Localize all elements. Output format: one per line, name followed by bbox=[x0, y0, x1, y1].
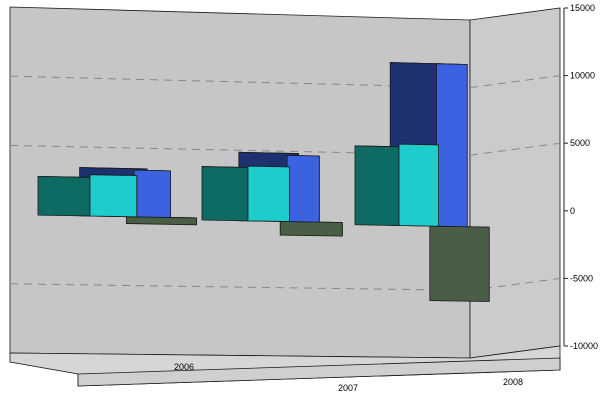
bar-2006-s3-front-face bbox=[133, 169, 172, 218]
bar-2008-s4-face bbox=[429, 225, 490, 302]
y-tick-label-2: 5000 bbox=[570, 138, 590, 148]
x-tick-label-2007: 2007 bbox=[338, 383, 358, 393]
y-tick-label-1: 10000 bbox=[570, 71, 595, 81]
bar-2008-s1-face bbox=[354, 145, 400, 226]
bar-2006-s1-face bbox=[37, 175, 91, 217]
y-tick-label-3: 0 bbox=[570, 206, 575, 216]
bar-2008-s2-face bbox=[398, 143, 440, 227]
y-tick-label-0: 15000 bbox=[570, 3, 595, 13]
side-wall bbox=[469, 7, 561, 359]
y-tick-label-5: -10000 bbox=[570, 341, 598, 351]
bar-2006-s4-face bbox=[126, 216, 198, 226]
bar-2007-s2-face bbox=[247, 165, 290, 222]
x-tick-label-2008: 2008 bbox=[503, 377, 523, 387]
floor-front-edge bbox=[77, 357, 561, 387]
bar-2007-s1-face bbox=[201, 166, 249, 222]
gridline-2 bbox=[9, 283, 471, 291]
bar-2006-s2-face bbox=[89, 174, 138, 218]
gridline-side-1 bbox=[469, 142, 561, 156]
bar-2008-s3-front-face bbox=[435, 63, 468, 228]
gridline-side-0 bbox=[469, 75, 561, 89]
bar-2007-s4-face bbox=[279, 221, 343, 237]
y-tick-label-4: -5000 bbox=[570, 273, 593, 283]
x-tick-label-2006: 2006 bbox=[174, 362, 194, 372]
bar-2007-s3-front-face bbox=[286, 154, 320, 223]
